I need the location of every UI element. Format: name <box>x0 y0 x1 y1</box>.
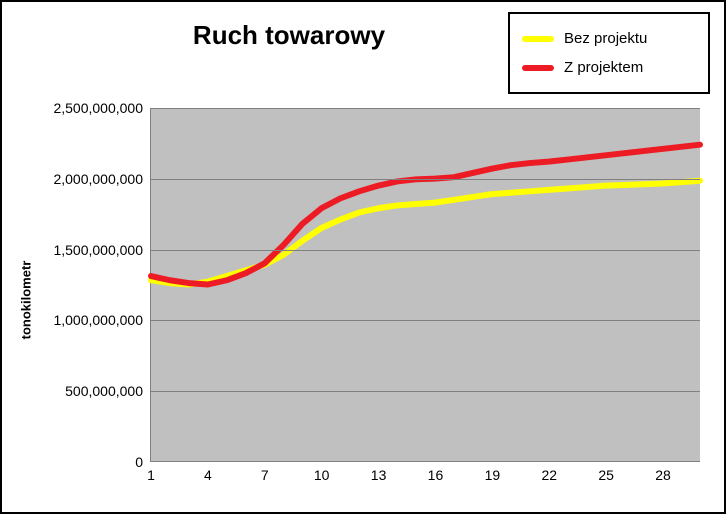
y-tick-label: 2,500,000,000 <box>53 100 151 116</box>
chart-header: Ruch towarowy Bez projektu Z projektem <box>16 12 710 94</box>
y-tick-label: 1,500,000,000 <box>53 242 151 258</box>
gridline <box>151 108 700 109</box>
x-tick-label: 16 <box>428 461 444 483</box>
x-tick-label: 19 <box>485 461 501 483</box>
y-tick-label: 1,000,000,000 <box>53 312 151 328</box>
chart-lines-svg <box>151 108 700 461</box>
legend-swatch-icon <box>522 65 554 71</box>
chart-frame: Ruch towarowy Bez projektu Z projektem t… <box>0 0 726 514</box>
x-tick-label: 25 <box>598 461 614 483</box>
series-line <box>151 181 700 285</box>
legend-item: Bez projektu <box>522 24 692 53</box>
x-tick-label: 1 <box>147 461 155 483</box>
x-tick-label: 13 <box>371 461 387 483</box>
x-tick-label: 7 <box>261 461 269 483</box>
plot-area: 0500,000,0001,000,000,0001,500,000,0002,… <box>150 108 700 462</box>
x-tick-label: 10 <box>314 461 330 483</box>
x-tick-label: 22 <box>541 461 557 483</box>
x-tick-label: 28 <box>655 461 671 483</box>
chart-title: Ruch towarowy <box>16 12 492 51</box>
y-tick-label: 2,000,000,000 <box>53 171 151 187</box>
y-axis-label: tonokilometr <box>19 261 34 340</box>
series-line <box>151 145 700 285</box>
gridline <box>151 250 700 251</box>
legend-label: Bez projektu <box>564 30 647 47</box>
legend-item: Z projektem <box>522 53 692 82</box>
x-tick-label: 4 <box>204 461 212 483</box>
gridline <box>151 179 700 180</box>
legend-label: Z projektem <box>564 59 643 76</box>
legend: Bez projektu Z projektem <box>508 12 710 94</box>
legend-swatch-icon <box>522 36 554 42</box>
chart-container: tonokilometr 0500,000,0001,000,000,0001,… <box>44 100 710 500</box>
gridline <box>151 391 700 392</box>
gridline <box>151 320 700 321</box>
y-tick-label: 500,000,000 <box>65 383 151 399</box>
plot-wrapper: 0500,000,0001,000,000,0001,500,000,0002,… <box>150 100 700 470</box>
